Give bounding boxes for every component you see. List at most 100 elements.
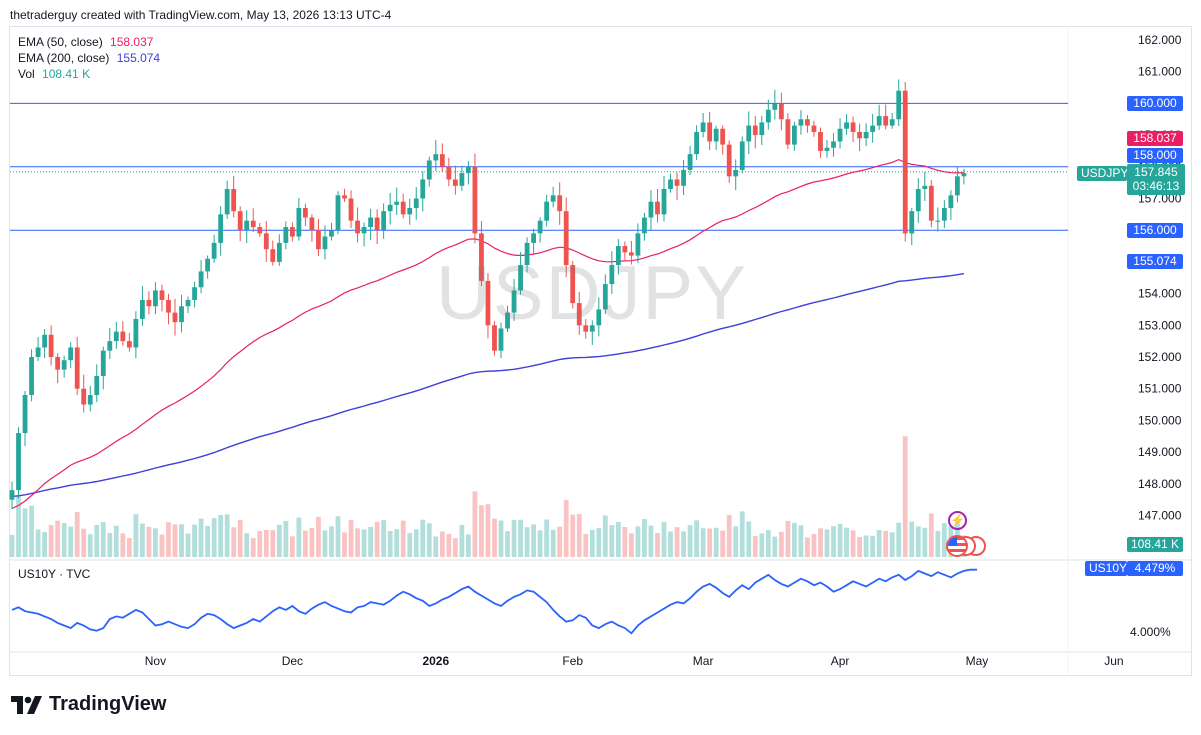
candle-body-27 — [185, 299, 191, 307]
volume-bar-137 — [902, 436, 908, 557]
legend-ema50-label: EMA (50, close) — [18, 35, 103, 49]
ema50-badge: 158.037 — [1127, 131, 1183, 146]
candle-body-3 — [29, 357, 34, 396]
candle-body-118 — [778, 103, 784, 120]
volume-bar-10 — [74, 512, 80, 557]
candle-body-100 — [661, 188, 667, 215]
candle-body-131 — [863, 131, 869, 139]
level-160-badge: 160.000 — [1127, 96, 1183, 111]
volume-bar-2 — [22, 508, 28, 557]
volume-bar-99 — [655, 532, 660, 557]
candle-body-89 — [589, 325, 595, 332]
volume-bar-70 — [466, 534, 471, 557]
volume-bar-54 — [361, 529, 367, 557]
candle-body-68 — [452, 179, 458, 186]
candle-body-43 — [289, 227, 295, 237]
candle-body-120 — [792, 125, 797, 145]
volume-bar-14 — [100, 522, 106, 557]
candle-body-136 — [896, 90, 902, 120]
lightning-event-icon[interactable]: ⚡ — [948, 511, 967, 530]
volume-bar-111 — [733, 526, 739, 557]
tradingview-logo[interactable]: TradingView — [11, 693, 166, 716]
price-tick-10: 152.000 — [1138, 350, 1182, 364]
volume-bar-47 — [316, 516, 321, 557]
candle-body-66 — [439, 154, 445, 167]
volume-bar-135 — [889, 532, 895, 557]
candle-body-36 — [244, 220, 250, 231]
volume-bar-35 — [237, 520, 243, 557]
volume-bar-33 — [224, 514, 230, 557]
volume-bar-74 — [492, 518, 497, 557]
volume-bar-138 — [909, 521, 915, 557]
price-tick-12: 150.000 — [1138, 413, 1182, 427]
candle-body-4 — [35, 347, 41, 357]
candle-body-8 — [61, 360, 67, 370]
volume-bar-6 — [48, 525, 54, 557]
legend-ema50[interactable]: EMA (50, close) 158.037 — [18, 34, 153, 50]
us-flag-icon[interactable] — [946, 535, 968, 557]
candle-body-103 — [681, 169, 686, 186]
time-tick-5: Apr — [831, 654, 850, 668]
volume-bar-5 — [42, 531, 47, 557]
symbol-badge: USDJPY — [1077, 166, 1128, 181]
candle-body-112 — [739, 141, 745, 170]
legend-ema50-value: 158.037 — [110, 35, 154, 49]
volume-bar-108 — [713, 527, 719, 557]
volume-bar-121 — [798, 525, 804, 557]
us-flag-canton — [948, 537, 957, 546]
volume-bar-106 — [700, 528, 706, 557]
candle-body-140 — [922, 185, 928, 189]
volume-bar-52 — [348, 520, 354, 557]
volume-bar-23 — [159, 534, 165, 557]
volume-bar-117 — [772, 536, 778, 557]
candle-body-71 — [472, 166, 478, 234]
candle-body-80 — [531, 233, 536, 243]
candle-body-11 — [81, 388, 87, 405]
volume-bar-140 — [922, 527, 928, 557]
volume-bar-7 — [55, 520, 61, 557]
tradingview-logo-text: TradingView — [49, 693, 167, 715]
volume-bar-102 — [674, 527, 680, 557]
candle-body-108 — [713, 128, 719, 142]
candle-body-83 — [550, 195, 556, 202]
candle-body-78 — [518, 265, 523, 291]
candle-body-76 — [505, 312, 510, 329]
candle-body-96 — [635, 233, 641, 256]
ema200-badge: 155.074 — [1127, 254, 1183, 269]
chart-frame[interactable] — [9, 26, 1192, 676]
price-tick-9: 153.000 — [1138, 318, 1182, 332]
legend-ema200[interactable]: EMA (200, close) 155.074 — [18, 50, 160, 66]
candle-body-111 — [733, 169, 739, 177]
candle-body-20 — [140, 299, 145, 319]
volume-bar-4 — [35, 529, 41, 557]
candle-body-88 — [583, 325, 589, 332]
volume-bar-39 — [263, 529, 269, 557]
candle-body-133 — [876, 116, 882, 126]
volume-bar-30 — [205, 525, 210, 557]
candle-body-0 — [9, 490, 15, 500]
candle-body-41 — [276, 242, 282, 262]
candle-body-15 — [107, 341, 113, 351]
candle-body-90 — [596, 309, 602, 326]
candle-body-44 — [296, 208, 302, 237]
volume-bar-142 — [935, 530, 941, 557]
price-tick-8: 154.000 — [1138, 287, 1182, 301]
volume-bar-100 — [661, 521, 667, 557]
candle-body-105 — [694, 131, 699, 155]
us10y-pane-title[interactable]: US10Y · TVC — [18, 567, 91, 581]
candle-body-95 — [629, 252, 634, 256]
volume-bar-31 — [211, 518, 217, 557]
volume-bar-17 — [120, 533, 126, 557]
candle-body-46 — [309, 217, 315, 231]
volume-bar-122 — [805, 537, 810, 557]
candle-body-55 — [368, 217, 373, 228]
volume-bar-97 — [642, 519, 647, 557]
ema50-line — [11, 158, 964, 509]
volume-bar-89 — [589, 529, 595, 557]
candle-body-49 — [329, 230, 334, 237]
candle-body-17 — [120, 331, 126, 342]
volume-bar-11 — [81, 528, 87, 557]
legend-vol[interactable]: Vol 108.41 K — [18, 66, 90, 82]
candle-body-119 — [785, 119, 791, 145]
